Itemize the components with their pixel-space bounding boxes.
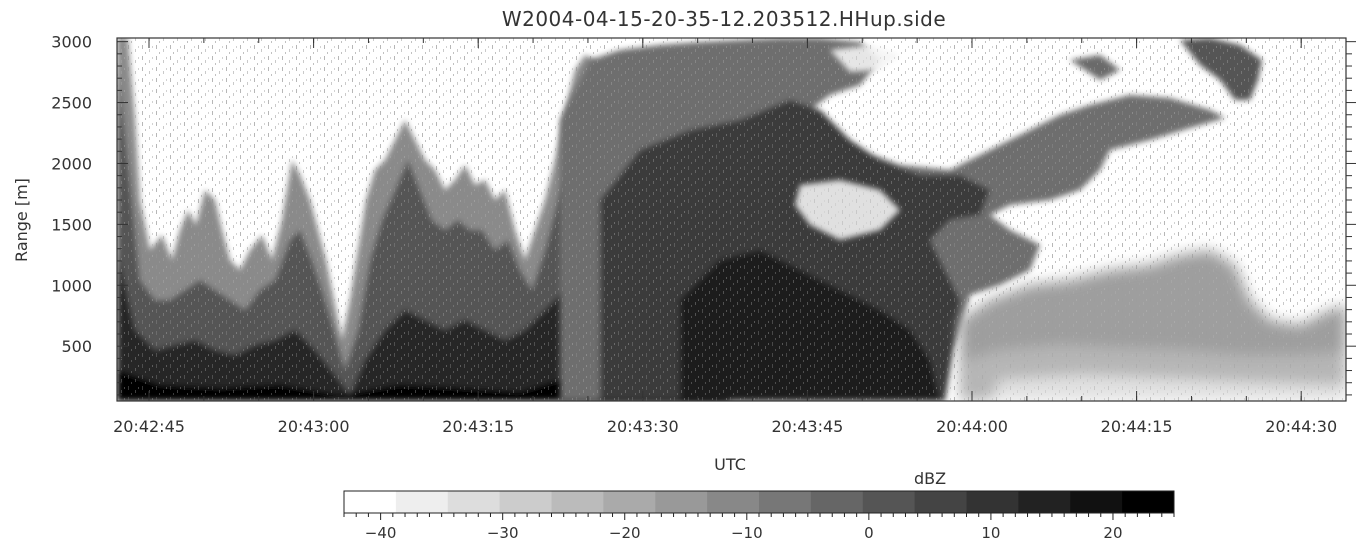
colorbar-swatch (707, 491, 760, 513)
x-tick-label: 20:43:15 (442, 417, 514, 436)
y-tick-label: 1000 (51, 276, 92, 295)
y-tick-label: 500 (61, 337, 92, 356)
colorbar-tick-label: −40 (365, 524, 397, 542)
chart-title: W2004-04-15-20-35-12.203512.HHup.side (502, 7, 946, 31)
x-tick-label: 20:43:45 (771, 417, 843, 436)
y-tick-label: 3000 (51, 33, 92, 52)
colorbar-tick-label: 10 (981, 524, 1000, 542)
colorbar-swatch (810, 491, 864, 513)
colorbar-swatch (759, 491, 812, 513)
colorbar-swatch (344, 491, 397, 513)
colorbar-swatch (966, 491, 1019, 513)
y-axis: 500 1000 1500 2000 2500 3000 (51, 33, 1356, 356)
radar-intensity-image (117, 38, 1346, 401)
colorbar-tick-label: −10 (731, 524, 763, 542)
y-tick-label: 2000 (51, 154, 92, 173)
colorbar-label: dBZ (914, 469, 946, 488)
colorbar-swatch (551, 491, 604, 513)
x-tick-label: 20:44:30 (1265, 417, 1337, 436)
x-axis: 20:42:45 20:43:00 20:43:15 20:43:30 20:43:45… (113, 38, 1337, 436)
colorbar-swatch (603, 491, 656, 513)
colorbar-swatch (395, 491, 449, 513)
colorbar-swatch (1122, 491, 1175, 513)
y-tick-label: 2500 (51, 94, 92, 113)
x-tick-label: 20:44:15 (1101, 417, 1173, 436)
colorbar-swatch (914, 491, 967, 513)
colorbar-ticks: −40 −30 −20 −10 0 10 20 (343, 513, 1175, 542)
colorbar-swatches (344, 491, 1175, 513)
y-tick-label: 1500 (51, 215, 92, 234)
colorbar-swatch (447, 491, 501, 513)
colorbar-swatch (1070, 491, 1123, 513)
x-tick-label: 20:44:00 (936, 417, 1008, 436)
colorbar-tick-label: 0 (864, 524, 874, 542)
colorbar-swatch (655, 491, 708, 513)
x-tick-label: 20:42:45 (113, 417, 185, 436)
x-tick-label: 20:43:30 (607, 417, 679, 436)
y-minor-ticks (117, 53, 1352, 396)
colorbar-swatch (862, 491, 916, 513)
colorbar-tick-label: −20 (609, 524, 641, 542)
x-tick-label: 20:43:00 (278, 417, 350, 436)
colorbar-tick-label: −30 (487, 524, 519, 542)
y-axis-label: Range [m] (12, 178, 31, 262)
colorbar-tick-label: 20 (1103, 524, 1122, 542)
x-axis-label: UTC (714, 455, 746, 474)
colorbar-swatch (1018, 491, 1071, 513)
colorbar-swatch (499, 491, 552, 513)
colorbar: dBZ −40 −30 −20 −10 0 10 20 (343, 469, 1175, 542)
